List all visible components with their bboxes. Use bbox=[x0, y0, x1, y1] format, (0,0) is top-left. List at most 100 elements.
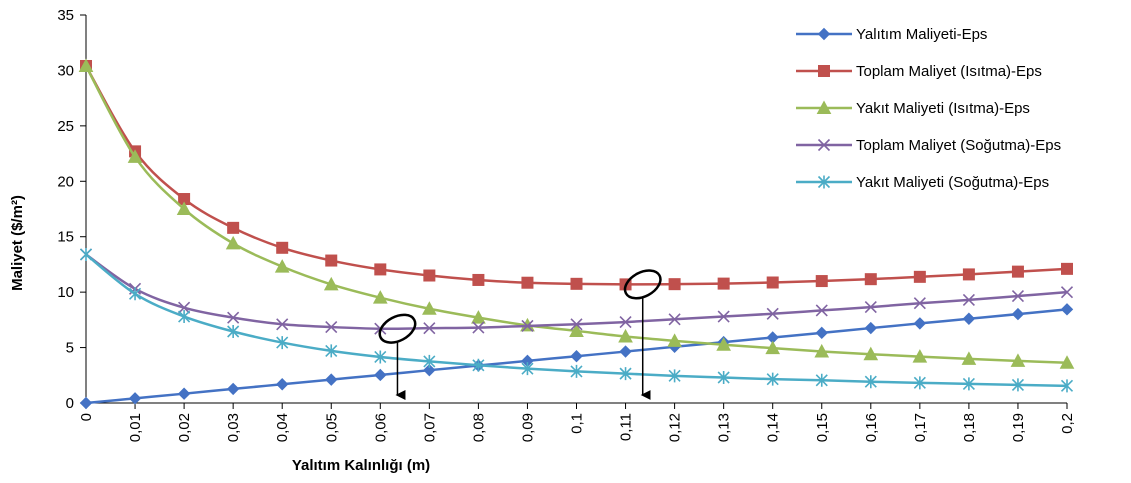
data-point bbox=[227, 324, 240, 338]
annotation-1 bbox=[378, 313, 417, 400]
data-point bbox=[570, 277, 583, 290]
data-point bbox=[177, 387, 191, 400]
x-tick-label: 0,11 bbox=[618, 413, 635, 441]
data-point bbox=[766, 276, 779, 289]
y-tick-label: 25 bbox=[57, 118, 74, 135]
data-point bbox=[374, 350, 387, 364]
series-1 bbox=[79, 303, 1074, 410]
data-point bbox=[274, 259, 290, 273]
data-point bbox=[1011, 378, 1025, 392]
x-tick-label: 0,13 bbox=[716, 413, 733, 442]
data-point bbox=[423, 363, 436, 377]
data-point bbox=[128, 392, 142, 405]
x-tick-label: 0,02 bbox=[176, 413, 193, 442]
data-point bbox=[1010, 353, 1026, 367]
legend-item: Yakıt Maliyeti (Isıtma)-Eps bbox=[796, 100, 1030, 117]
data-point bbox=[1011, 265, 1024, 278]
data-point bbox=[1060, 286, 1074, 299]
x-tick-label: 0,14 bbox=[765, 413, 782, 442]
legend-label: Toplam Maliyet (Isıtma)-Eps bbox=[856, 63, 1042, 80]
data-point bbox=[178, 310, 191, 324]
data-point bbox=[766, 372, 779, 386]
y-tick-label: 0 bbox=[66, 395, 74, 412]
data-point bbox=[325, 344, 338, 358]
data-point bbox=[79, 396, 93, 410]
data-point bbox=[717, 371, 730, 385]
x-tick-label: 0,01 bbox=[127, 413, 144, 442]
y-tick-label: 10 bbox=[57, 284, 74, 301]
legend-marker bbox=[817, 138, 831, 152]
data-point bbox=[472, 273, 485, 286]
data-point bbox=[912, 349, 928, 363]
legend-item: Yalıtım Maliyeti-Eps bbox=[796, 26, 987, 43]
data-point bbox=[815, 304, 828, 317]
data-point bbox=[521, 319, 534, 333]
data-point bbox=[323, 276, 339, 291]
data-point bbox=[127, 149, 143, 163]
data-point bbox=[864, 301, 877, 314]
legend-marker bbox=[817, 175, 831, 189]
data-point bbox=[374, 368, 387, 382]
x-tick-label: 0,09 bbox=[519, 413, 536, 442]
series-5 bbox=[79, 247, 1074, 393]
data-point bbox=[226, 382, 240, 396]
data-point bbox=[570, 364, 583, 378]
legend-item: Yakıt Maliyeti (Soğutma)-Eps bbox=[796, 174, 1049, 191]
y-tick-label: 5 bbox=[66, 340, 74, 357]
data-point bbox=[569, 323, 584, 337]
data-point bbox=[227, 221, 240, 234]
data-point bbox=[176, 201, 192, 215]
axes: 0 5 10 15 20 25 30 35 0 0,01 0,02 0,03 0,04 0,05 0,06 0… bbox=[57, 7, 1076, 442]
data-point bbox=[815, 326, 828, 340]
x-tick-label: 0,07 bbox=[421, 413, 438, 442]
data-point bbox=[472, 358, 485, 372]
data-point bbox=[864, 273, 877, 286]
data-point bbox=[962, 268, 975, 281]
x-tick-label: 0,17 bbox=[912, 413, 929, 442]
data-point bbox=[619, 367, 632, 381]
highlight-ellipse bbox=[378, 313, 417, 344]
data-point bbox=[717, 277, 730, 290]
data-point bbox=[766, 307, 779, 320]
data-point bbox=[668, 313, 681, 326]
data-point bbox=[325, 320, 338, 334]
data-point bbox=[668, 369, 681, 383]
data-point bbox=[1011, 289, 1025, 303]
data-point bbox=[1061, 262, 1073, 275]
data-point bbox=[78, 58, 94, 72]
series-group bbox=[78, 58, 1075, 410]
data-point bbox=[961, 351, 977, 365]
x-tick-label: 0,12 bbox=[667, 413, 684, 442]
data-point bbox=[521, 276, 534, 289]
series-2 bbox=[80, 59, 1073, 291]
data-point bbox=[618, 328, 633, 343]
x-tick-label: 0,15 bbox=[814, 413, 831, 442]
data-point bbox=[227, 311, 240, 324]
data-point bbox=[619, 316, 632, 329]
data-point bbox=[225, 235, 241, 250]
legend-marker bbox=[817, 27, 831, 41]
data-point bbox=[863, 346, 879, 361]
data-point bbox=[423, 269, 436, 282]
data-point bbox=[325, 373, 338, 386]
data-point bbox=[1011, 307, 1025, 321]
data-point bbox=[276, 336, 289, 350]
data-point bbox=[716, 337, 731, 351]
data-point bbox=[472, 321, 485, 334]
data-point bbox=[814, 343, 830, 358]
data-point bbox=[668, 278, 681, 291]
x-axis-title: Yalıtım Kalınlığı (m) bbox=[292, 457, 430, 474]
y-tick-label: 20 bbox=[57, 173, 74, 190]
data-point bbox=[79, 247, 93, 261]
data-point bbox=[667, 333, 682, 347]
legend-label: Yakıt Maliyeti (Isıtma)-Eps bbox=[856, 100, 1030, 117]
legend-marker bbox=[816, 100, 832, 114]
legend: Yalıtım Maliyeti-Eps Toplam Maliyet (Isıt… bbox=[796, 26, 1061, 191]
x-tick-label: 0,18 bbox=[961, 413, 978, 442]
data-point bbox=[1060, 379, 1074, 393]
annotations bbox=[378, 269, 662, 400]
data-point bbox=[913, 376, 926, 390]
legend-label: Toplam Maliyet (Soğutma)-Eps bbox=[856, 137, 1061, 154]
